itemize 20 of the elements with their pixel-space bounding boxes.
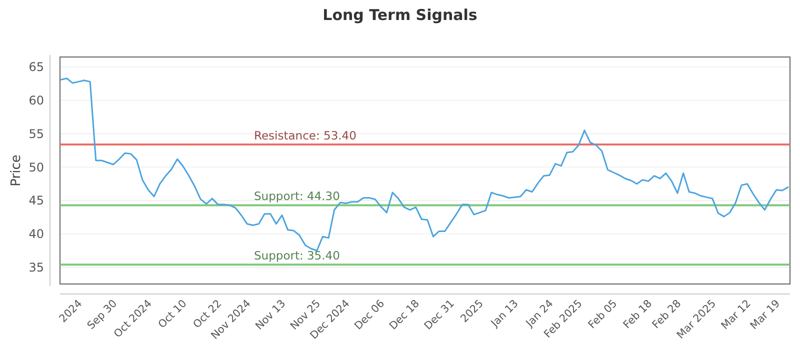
x-tick-label: Feb 05 xyxy=(586,298,620,332)
y-tick-label: 65 xyxy=(28,60,44,74)
y-tick-label: 40 xyxy=(28,227,44,242)
ref-line-label: Support: 35.40 xyxy=(254,248,340,263)
x-tick-label: Dec 06 xyxy=(352,297,388,332)
y-tick-label: 60 xyxy=(28,94,44,108)
x-tick-label: Nov 13 xyxy=(253,298,288,332)
ref-line-label: Resistance: 53.40 xyxy=(254,128,356,142)
line-series xyxy=(60,78,789,252)
x-tick-label: Oct 10 xyxy=(156,298,190,331)
y-tick-label: 45 xyxy=(28,194,44,208)
y-tick-label: 55 xyxy=(28,126,44,141)
y-tick-label: 35 xyxy=(28,260,44,275)
ref-line-label: Support: 44.30 xyxy=(254,189,340,204)
y-axis-title: Price xyxy=(9,154,24,186)
chart-title: Long Term Signals xyxy=(322,6,478,24)
x-tick-label: Jan 13 xyxy=(488,298,521,330)
y-tick-label: 50 xyxy=(28,160,44,174)
x-tick-label: Dec 31 xyxy=(422,298,457,332)
x-tick-label: Dec 18 xyxy=(387,298,422,332)
